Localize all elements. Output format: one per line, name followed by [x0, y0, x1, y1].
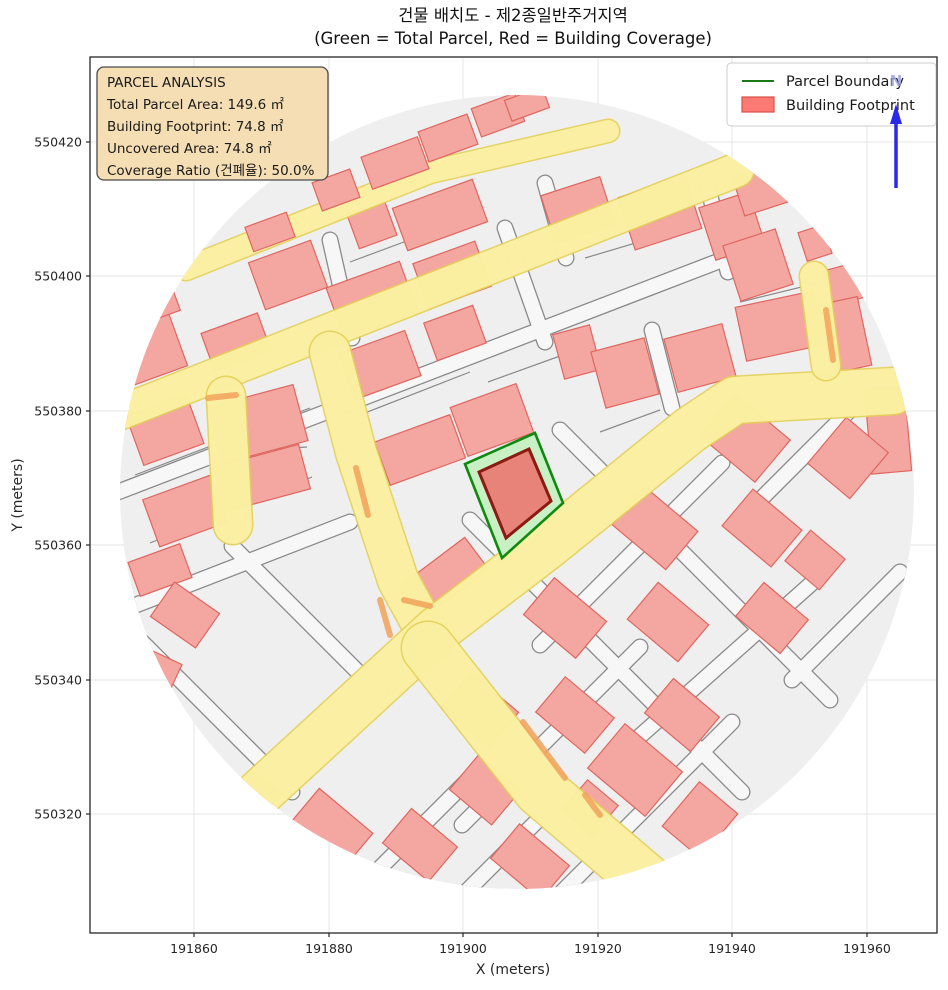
building-footprint: [784, 529, 846, 591]
y-tick-label: 550340: [34, 673, 82, 688]
legend: Parcel Boundary Building Footprint: [726, 62, 937, 127]
building-footprint: [247, 239, 329, 311]
y-tick-label: 550380: [34, 404, 82, 419]
x-tick-label: 191940: [708, 941, 756, 956]
roads: [120, 118, 914, 889]
building-footprint: [489, 823, 571, 889]
y-tick-label: 550400: [34, 269, 82, 284]
narrow-road: [207, 377, 252, 544]
building-footprint: [244, 211, 296, 253]
building-footprint: [149, 581, 221, 649]
southeast-road: [402, 622, 674, 889]
building-footprint: [449, 382, 535, 458]
info-line-footprint: Building Footprint: 74.8 ㎡: [107, 119, 284, 135]
north-arrow: N: [890, 72, 903, 188]
legend-label-parcel-boundary: Parcel Boundary: [786, 74, 904, 90]
building-footprint: [551, 324, 603, 380]
map-layer: [120, 95, 914, 889]
info-line-coverage: Coverage Ratio (건폐율): 50.0%: [107, 163, 315, 179]
x-axis-label: X (meters): [476, 962, 550, 978]
north-south-road: [310, 332, 452, 662]
building-footprint: [643, 677, 721, 753]
x-tick-label: 191880: [305, 941, 353, 956]
building-footprint: [586, 722, 684, 818]
main-road: [120, 153, 754, 433]
legend-box: [726, 62, 937, 127]
building-footprint: [626, 581, 710, 663]
y-tick-label: 550360: [34, 538, 82, 553]
north-arrow-head-icon: [890, 104, 902, 124]
building-footprint: [422, 304, 488, 362]
building-footprint: [417, 113, 479, 163]
y-tick-label: 550420: [34, 135, 82, 150]
legend-label-building-footprint: Building Footprint: [786, 98, 915, 114]
building-footprint: [734, 581, 810, 655]
parcel-analysis-box: PARCEL ANALYSIS Total Parcel Area: 149.6…: [96, 66, 329, 181]
y-tick-label: 550320: [34, 807, 82, 822]
x-tick-label: 191900: [439, 941, 487, 956]
info-line-uncovered: Uncovered Area: 74.8 ㎡: [107, 141, 272, 157]
building-footprint: [360, 135, 430, 191]
axes-frame: [89, 56, 938, 934]
target-building-footprint[interactable]: [477, 446, 553, 541]
info-line-title: PARCEL ANALYSIS: [107, 75, 226, 91]
building-footprint-legend-swatch: [741, 96, 775, 113]
x-tick-label: 191860: [170, 941, 218, 956]
building-footprint: [534, 675, 616, 755]
city-map: [120, 95, 914, 889]
building-footprint: [722, 228, 794, 302]
building-footprint: [522, 576, 608, 660]
axis-ticks: 191860 191880 191900 191920 191940 191960 5504…: [34, 135, 891, 957]
building-footprint: [721, 488, 803, 568]
north-arrow-label: N: [890, 72, 903, 90]
building-footprint: [663, 322, 737, 394]
x-tick-label: 191960: [843, 941, 891, 956]
building-footprint: [391, 178, 489, 252]
building-footprint: [381, 807, 459, 883]
building-footprint: [590, 337, 660, 409]
info-line-total-area: Total Parcel Area: 149.6 ㎡: [106, 97, 284, 113]
chart-subtitle: (Green = Total Parcel, Red = Building Co…: [314, 29, 712, 48]
chart-title: 건물 배치도 - 제2종일반주거지역: [398, 6, 628, 25]
building-footprint: [806, 416, 890, 500]
y-axis-label: Y (meters): [10, 458, 26, 532]
stub-road: [800, 262, 840, 380]
x-tick-label: 191920: [574, 941, 622, 956]
parcel-analysis-background: [96, 66, 329, 181]
